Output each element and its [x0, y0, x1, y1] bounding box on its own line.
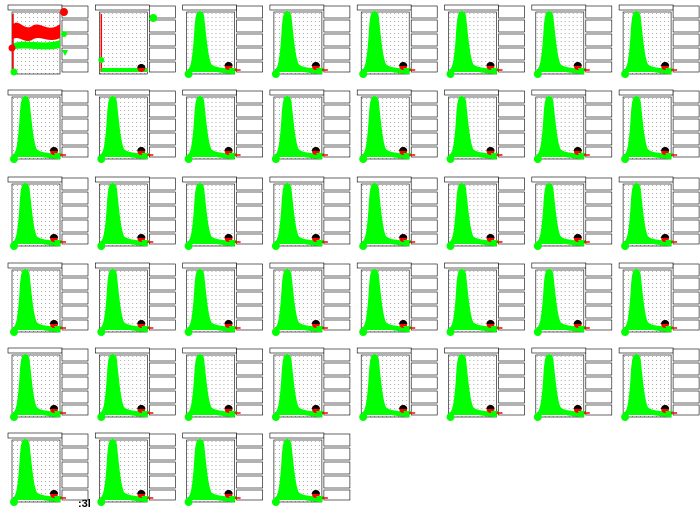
histogram-pad [615, 176, 700, 258]
histogram-pad [179, 176, 265, 258]
histogram-pad [441, 176, 527, 258]
histogram-pad [179, 89, 265, 171]
histogram-pad [179, 4, 265, 86]
histogram-pad [179, 432, 265, 514]
histogram-pad [266, 176, 352, 258]
histogram-pad [4, 262, 90, 344]
histogram-pad [353, 89, 439, 171]
histogram-pad [4, 176, 90, 258]
histogram-pad [4, 4, 90, 86]
histogram-pad [91, 176, 177, 258]
histogram-pad [528, 89, 614, 171]
histogram-pad [528, 4, 614, 86]
histogram-pad [615, 4, 700, 86]
histogram-pad [266, 262, 352, 344]
histogram-pad [528, 176, 614, 258]
histogram-pad [441, 262, 527, 344]
histogram-pad [441, 4, 527, 86]
footer-label: :3l [78, 498, 91, 510]
histogram-pad [353, 262, 439, 344]
histogram-pad [4, 347, 90, 429]
histogram-pad [353, 176, 439, 258]
histogram-pad [441, 89, 527, 171]
histogram-pad [266, 347, 352, 429]
histogram-pad [91, 432, 177, 514]
histogram-pad [91, 347, 177, 429]
histogram-pad [528, 347, 614, 429]
histogram-pad [266, 432, 352, 514]
histogram-pad [266, 89, 352, 171]
histogram-pad [528, 262, 614, 344]
histogram-pad [615, 262, 700, 344]
histogram-pad [441, 347, 527, 429]
histogram-pad [91, 89, 177, 171]
histogram-pad [4, 89, 90, 171]
histogram-pad [353, 4, 439, 86]
histogram-pad [179, 347, 265, 429]
histogram-pad [353, 347, 439, 429]
histogram-pad [266, 4, 352, 86]
histogram-pad [91, 4, 177, 86]
histogram-pad [91, 262, 177, 344]
histogram-pad [615, 89, 700, 171]
histogram-pad [615, 347, 700, 429]
histogram-pad [179, 262, 265, 344]
